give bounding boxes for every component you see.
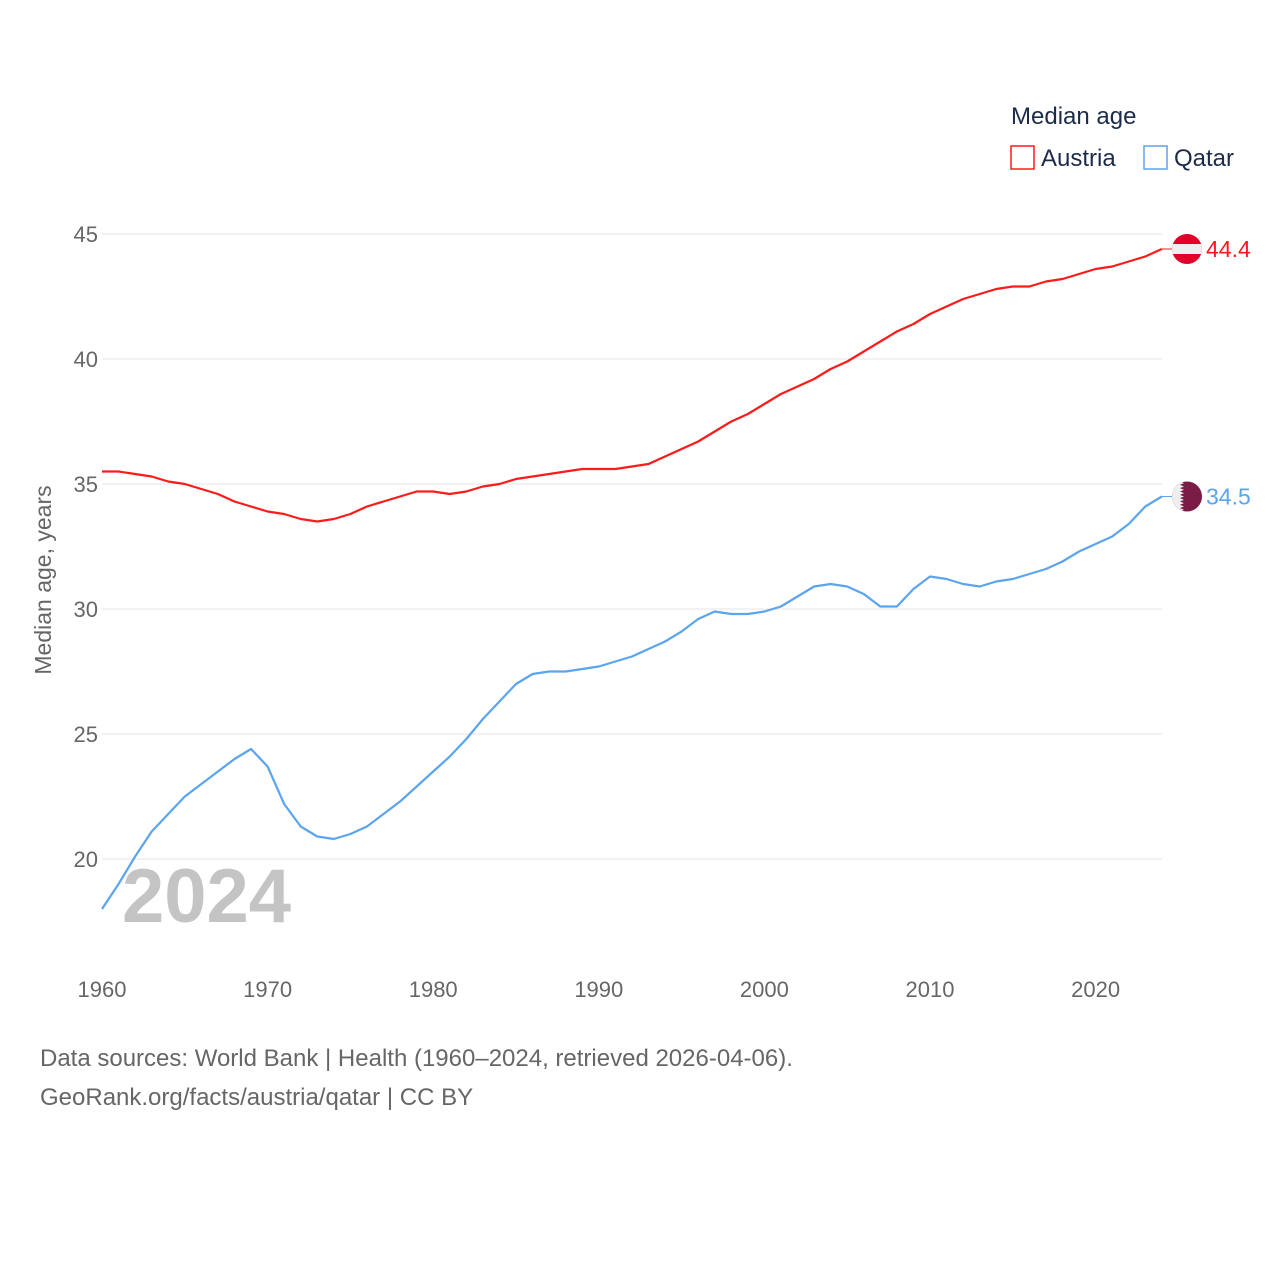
series-line-qatar xyxy=(101,495,1163,910)
end-value-label: 44.4 xyxy=(1206,236,1251,262)
legend-label: Austria xyxy=(1041,145,1116,172)
series-line-austria xyxy=(102,247,1163,523)
y-tick-label: 20 xyxy=(74,847,98,872)
legend-item-austria[interactable]: Austria xyxy=(1010,145,1116,172)
y-tick-label: 25 xyxy=(74,722,98,747)
legend-item-qatar[interactable]: Qatar xyxy=(1143,145,1234,172)
x-tick-label: 2020 xyxy=(1071,977,1120,1002)
y-tick-label: 40 xyxy=(74,347,98,372)
data-sources: Data sources: World Bank | Health (1960–… xyxy=(40,1045,793,1072)
x-tick-label: 2000 xyxy=(740,977,789,1002)
legend-label: Qatar xyxy=(1174,145,1234,172)
x-tick-label: 1970 xyxy=(243,977,292,1002)
legend-swatch xyxy=(1143,145,1168,170)
x-tick-label: 2010 xyxy=(906,977,955,1002)
source-url: GeoRank.org/facts/austria/qatar | CC BY xyxy=(40,1084,474,1111)
legend-title: Median age xyxy=(1011,103,1136,130)
legend-swatch xyxy=(1010,145,1035,170)
austria-flag-icon xyxy=(1172,234,1202,264)
end-value-label: 34.5 xyxy=(1206,484,1251,510)
year-overlay: 2024 xyxy=(122,854,291,939)
x-tick-label: 1990 xyxy=(574,977,623,1002)
x-tick-label: 1960 xyxy=(78,977,127,1002)
x-tick-label: 1980 xyxy=(409,977,458,1002)
qatar-flag-icon xyxy=(1172,481,1202,512)
y-tick-label: 35 xyxy=(74,472,98,497)
y-tick-label: 45 xyxy=(74,222,98,247)
y-axis-label: Median age, years xyxy=(30,485,56,674)
y-tick-label: 30 xyxy=(74,597,98,622)
